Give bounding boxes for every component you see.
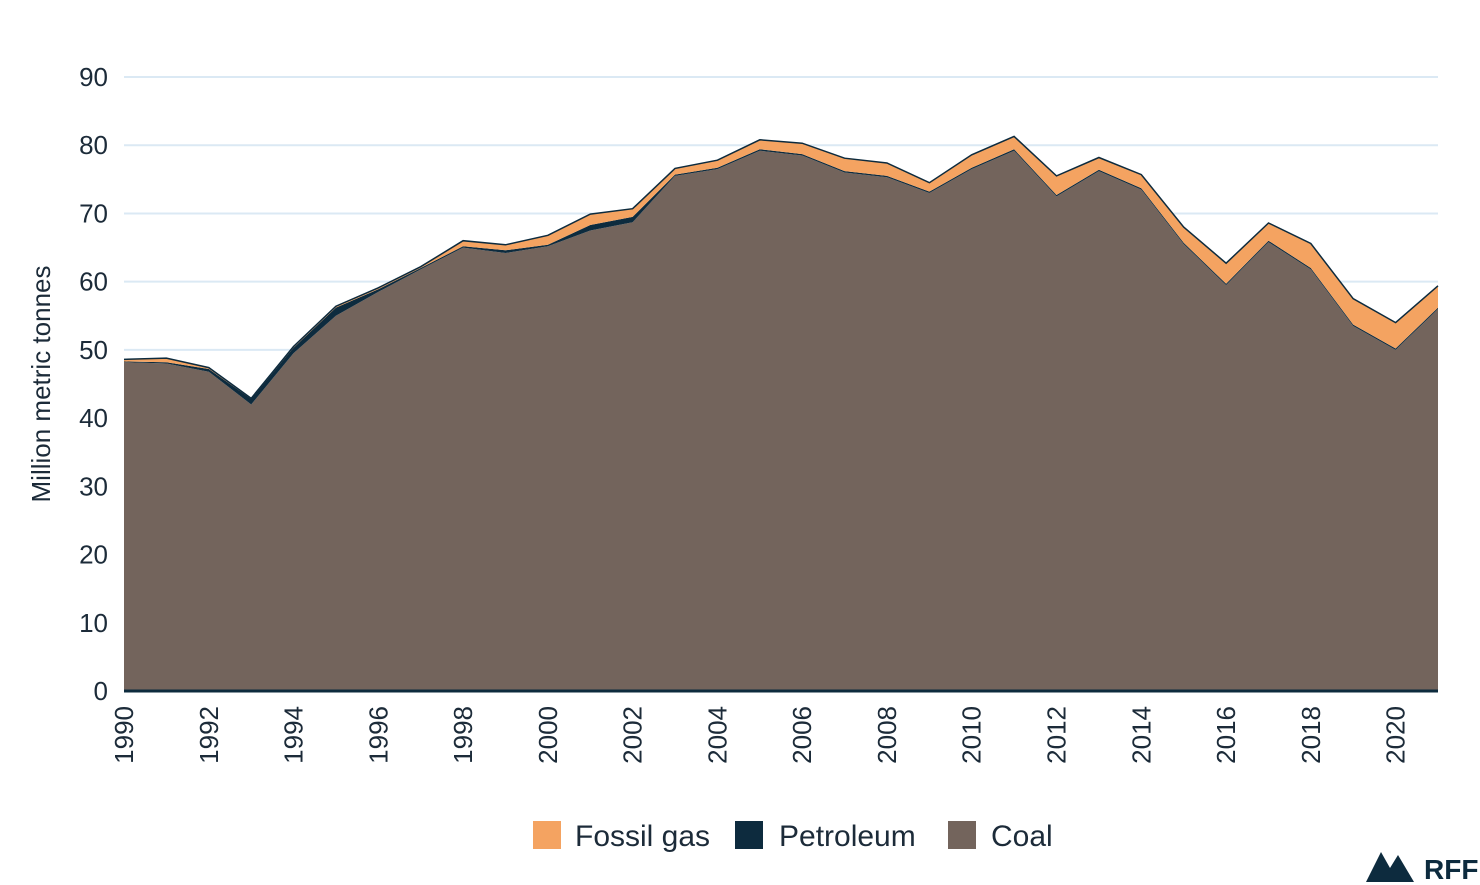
x-tick-label: 2006: [787, 706, 817, 764]
x-tick-label: 2010: [957, 706, 987, 764]
legend: Fossil gas Petroleum Coal: [533, 820, 1053, 853]
rff-logo: RFF: [1366, 852, 1478, 885]
y-tick-label: 70: [79, 198, 108, 228]
logo-text: RFF: [1424, 854, 1478, 885]
x-tick-label: 1998: [448, 706, 478, 764]
y-tick-label: 80: [79, 130, 108, 160]
legend-label-petroleum: Petroleum: [779, 820, 916, 853]
legend-swatch-fossil-gas: [533, 821, 561, 849]
y-tick-label: 0: [94, 676, 108, 706]
x-tick-label: 1996: [363, 706, 393, 764]
mountain-logo-icon: [1366, 852, 1414, 882]
x-tick-label: 2018: [1296, 706, 1326, 764]
x-tick-label: 1994: [279, 706, 309, 764]
x-tick-label: 2020: [1381, 706, 1411, 764]
area-coal: [124, 150, 1438, 691]
x-tick-label: 2014: [1126, 706, 1156, 764]
legend-swatch-petroleum: [735, 821, 763, 849]
y-tick-label: 60: [79, 267, 108, 297]
x-tick-label: 2012: [1042, 706, 1072, 764]
x-tick-label: 2016: [1211, 706, 1241, 764]
y-tick-label: 40: [79, 403, 108, 433]
y-tick-label: 90: [79, 62, 108, 92]
y-axis-label: Million metric tonnes: [26, 266, 56, 503]
y-tick-label: 10: [79, 608, 108, 638]
x-tick-label: 1992: [194, 706, 224, 764]
y-tick-label: 50: [79, 335, 108, 365]
x-tick-label: 2002: [618, 706, 648, 764]
areas: [123, 135, 1439, 691]
x-tick-label: 2000: [533, 706, 563, 764]
legend-label-coal: Coal: [991, 820, 1053, 853]
y-tick-label: 20: [79, 540, 108, 570]
x-tick-label: 2004: [702, 706, 732, 764]
x-tick-label: 1990: [109, 706, 139, 764]
axes: 0 10 20 30 40 50 60 70 80 90 1990 1992 1994 1996 1998 2…: [79, 62, 1438, 764]
x-tick-label: 2008: [872, 706, 902, 764]
stack-top-outline: [123, 135, 1439, 400]
y-tick-label: 30: [79, 471, 108, 501]
legend-label-fossil-gas: Fossil gas: [575, 820, 710, 853]
legend-swatch-coal: [948, 821, 976, 849]
